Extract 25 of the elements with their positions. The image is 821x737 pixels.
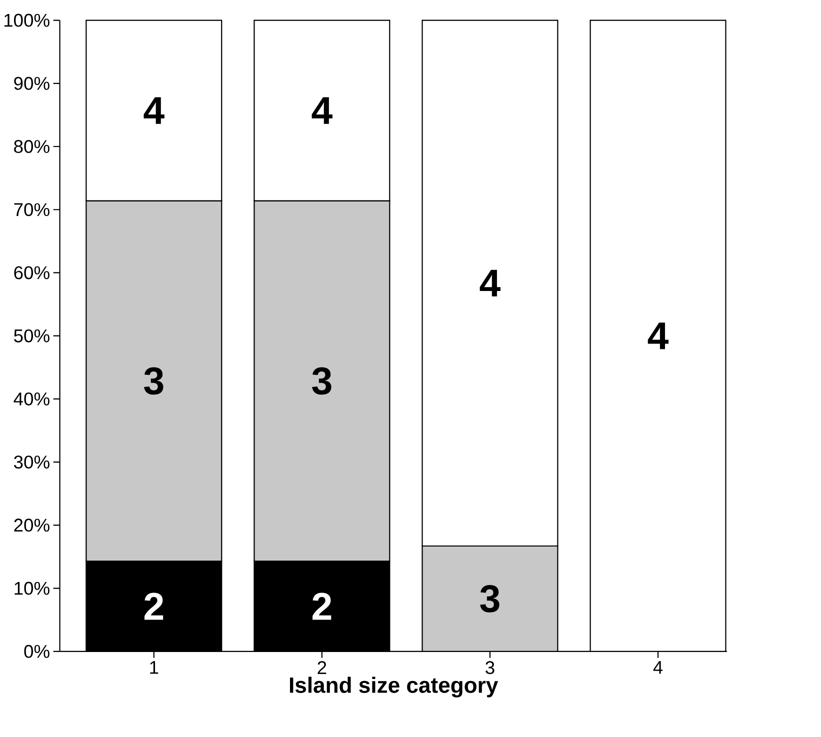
text: 3 xyxy=(312,367,332,395)
y-tick-label: 50% xyxy=(14,329,50,342)
y-tick-label: 100% xyxy=(4,14,50,27)
x-tick-label: 3 xyxy=(486,661,494,674)
text: 3 xyxy=(144,367,164,395)
y-tick-label: 80% xyxy=(14,140,50,153)
y-tick-label: 40% xyxy=(14,392,50,406)
x-axis-title: Island size category xyxy=(290,676,498,698)
y-tick-label: 10% xyxy=(14,582,50,595)
x-tick-label: 2 xyxy=(318,661,326,674)
y-tick-label: 30% xyxy=(14,455,50,468)
y-tick-label: 90% xyxy=(14,76,50,90)
text: 4 xyxy=(144,97,164,124)
text: 4 xyxy=(480,270,501,296)
text: 2 xyxy=(312,592,332,620)
y-tick-label: 70% xyxy=(14,203,50,216)
x-tick-label: 1 xyxy=(150,661,158,674)
text: 4 xyxy=(312,97,332,124)
y-tick-label: 60% xyxy=(14,266,50,280)
series-label: 2 xyxy=(144,592,164,620)
y-tick-label: 20% xyxy=(14,518,50,532)
series-label: 4 xyxy=(648,322,669,350)
x-tick-label: 4 xyxy=(653,661,663,674)
series-label: 3 xyxy=(480,584,500,612)
y-tick-label: 0% xyxy=(24,644,50,658)
